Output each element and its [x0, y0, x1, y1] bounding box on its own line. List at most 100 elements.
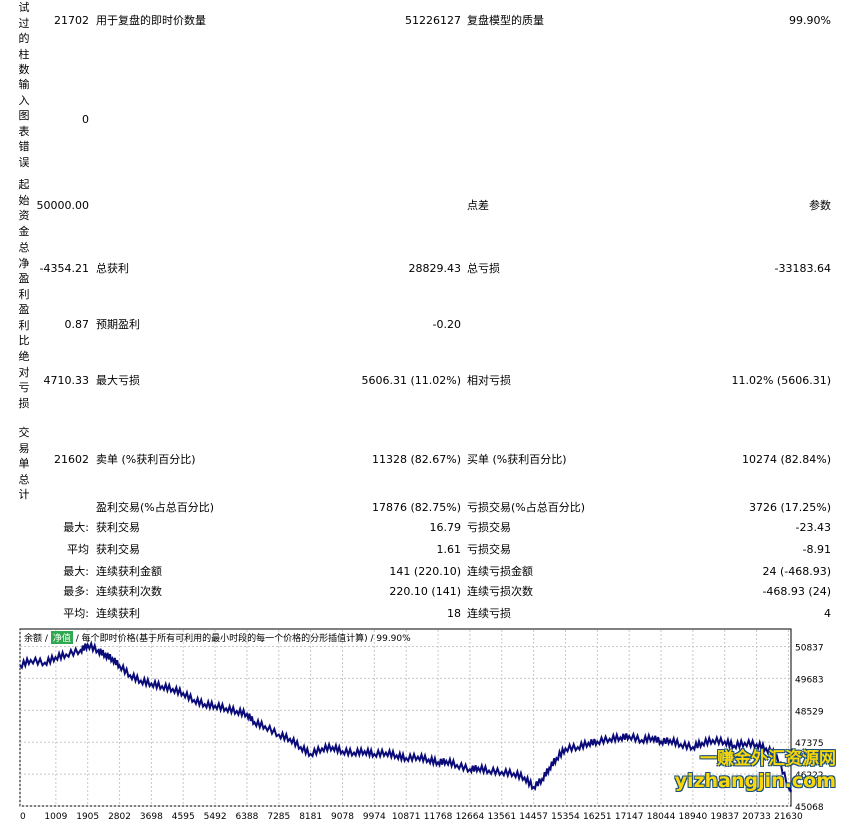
average-loss-trade-value: -8.91: [802, 543, 831, 556]
maximal-prefix: 最多:: [63, 585, 89, 598]
average-consecutive-prefix: 平均:: [63, 607, 89, 620]
relative-drawdown-value: 11.02% (5606.31): [731, 374, 831, 387]
x-tick-label: 15354: [551, 812, 580, 822]
largest-profit-trade-label: 获利交易: [96, 521, 140, 534]
loss-trades-label: 亏损交易(%占总百分比): [467, 501, 586, 514]
x-tick-label: 9078: [331, 812, 354, 822]
average-profit-trade-value: 1.61: [436, 543, 462, 556]
x-tick-label: 19837: [710, 812, 739, 822]
x-tick-label: 12664: [456, 812, 485, 822]
spread-label: 点差: [467, 199, 489, 212]
gross-loss-label: 总亏损: [467, 262, 500, 275]
largest-prefix: 最大:: [63, 521, 89, 534]
x-tick-label: 6388: [235, 812, 258, 822]
x-tick-label: 13561: [487, 812, 516, 822]
modelling-quality-value: 99.90%: [789, 14, 831, 27]
y-tick-label: 49683: [795, 675, 824, 685]
relative-drawdown-label: 相对亏损: [467, 374, 511, 387]
max-consecutive-wins-value: 141 (220.10): [389, 565, 461, 578]
expected-payoff-value: -0.20: [432, 318, 461, 331]
x-tick-label: 0: [20, 812, 26, 822]
balance-chart-svg: 50837 49683 48529 47375 46222 45068 0 1009 1905 2…: [19, 628, 824, 822]
short-positions-value: 11328 (82.67%): [371, 453, 461, 466]
largest-loss-trade-label: 亏损交易: [467, 521, 511, 534]
maximal-drawdown-label: 最大亏损: [96, 374, 140, 387]
x-tick-label: 18940: [679, 812, 708, 822]
absolute-drawdown-value: 4710.33: [43, 374, 90, 387]
profit-trades-value: 17876 (82.75%): [371, 501, 461, 514]
x-tick-label: 1905: [76, 812, 99, 822]
average-loss-trade-label: 亏损交易: [467, 543, 511, 556]
bars-tested-value: 21702: [54, 14, 89, 27]
x-tick-label: 5492: [204, 812, 227, 822]
x-tick-label: 21630: [774, 812, 803, 822]
net-profit-value: -4354.21: [39, 262, 89, 275]
x-tick-label: 4595: [172, 812, 195, 822]
profit-factor-value: 0.87: [64, 318, 90, 331]
legend-equity: 净值: [50, 631, 73, 644]
x-tick-label: 11768: [424, 812, 453, 822]
profit-trades-label: 盈利交易(%占总百分比): [96, 501, 215, 514]
y-tick-label: 46222: [795, 771, 824, 781]
average-consecutive-wins-value: 18: [447, 607, 461, 620]
expected-payoff-label: 预期盈利: [96, 318, 140, 331]
maximal-drawdown-value: 5606.31 (11.02%): [361, 374, 461, 387]
label-absolute-drawdown: 绝对亏损: [18, 350, 30, 410]
chart-plot-frame: [19, 628, 792, 807]
maximum-prefix: 最大:: [63, 565, 89, 578]
x-tick-label: 10871: [392, 812, 421, 822]
largest-profit-trade-value: 16.79: [429, 521, 462, 534]
x-tick-label: 8181: [299, 812, 322, 822]
gross-loss-value: -33183.64: [774, 262, 831, 275]
balance-chart: 50837 49683 48529 47375 46222 45068 0 1009 1905 2…: [17, 628, 847, 824]
maximal-consecutive-loss-value: -468.93 (24): [762, 585, 831, 598]
average-profit-trade-label: 获利交易: [96, 543, 140, 556]
legend-separator: /: [44, 634, 48, 644]
max-consecutive-losses-label: 连续亏损金额: [467, 565, 533, 578]
y-tick-label: 45068: [795, 803, 824, 813]
label-net-profit: 总净盈利: [18, 241, 30, 301]
legend-description: / 每个即时价格(基于所有可利用的最小时段的每一个价格的分形插值计算) / 99…: [75, 634, 411, 644]
loss-trades-value: 3726 (17.25%): [748, 501, 831, 514]
x-tick-label: 2802: [108, 812, 131, 822]
short-positions-label: 卖单 (%获利百分比): [96, 453, 196, 466]
maximal-consecutive-loss-label: 连续亏损次数: [467, 585, 533, 598]
long-positions-value: 10274 (82.84%): [741, 453, 831, 466]
balance-series-line: [19, 640, 792, 793]
watermark-line1: 一赚金外汇资源网: [700, 749, 836, 769]
x-tick-label: 9974: [363, 812, 386, 822]
label-initial-deposit: 起始资金: [18, 178, 30, 238]
ticks-modelled-value: 51226127: [405, 14, 461, 27]
total-trades-value: 21602: [54, 453, 89, 466]
initial-deposit-value: 50000.00: [36, 199, 90, 212]
x-tick-label: 1009: [44, 812, 67, 822]
long-positions-label: 买单 (%获利百分比): [467, 453, 567, 466]
label-bars-tested: 试过的柱数: [18, 1, 30, 76]
mismatch-value: 0: [82, 113, 89, 126]
x-tick-label: 16251: [583, 812, 612, 822]
average-consecutive-losses-value: 4: [824, 607, 831, 620]
x-tick-label: 17147: [615, 812, 644, 822]
modelling-quality-label: 复盘模型的质量: [467, 14, 544, 27]
gross-profit-value: 28829.43: [408, 262, 462, 275]
chart-legend: 余额 / 净值 / 每个即时价格(基于所有可利用的最小时段的每一个价格的分形插值…: [24, 631, 411, 644]
average-consecutive-wins-label: 连续获利: [96, 607, 140, 620]
x-tick-label: 18044: [647, 812, 676, 822]
average-prefix: 平均: [67, 543, 89, 556]
x-tick-label: 7285: [267, 812, 290, 822]
y-tick-label: 48529: [795, 707, 824, 717]
y-tick-label: 47375: [795, 739, 824, 749]
spread-value: 参数: [809, 199, 831, 212]
x-tick-label: 14457: [519, 812, 548, 822]
maximal-consecutive-profit-value: 220.10 (141): [389, 585, 461, 598]
label-profit-factor: 盈利比: [18, 303, 30, 347]
x-tick-label: 20733: [742, 812, 771, 822]
legend-balance: 余额: [24, 634, 43, 644]
max-consecutive-wins-label: 连续获利金额: [96, 565, 162, 578]
largest-loss-trade-value: -23.43: [795, 521, 831, 534]
label-total-trades: 交易单总计: [18, 426, 30, 501]
ticks-modelled-label: 用于复盘的即时价数量: [96, 14, 206, 27]
average-consecutive-losses-label: 连续亏损: [467, 607, 511, 620]
label-mismatched-errors: 输入图表错误: [18, 78, 30, 169]
maximal-consecutive-profit-label: 连续获利次数: [96, 585, 162, 598]
